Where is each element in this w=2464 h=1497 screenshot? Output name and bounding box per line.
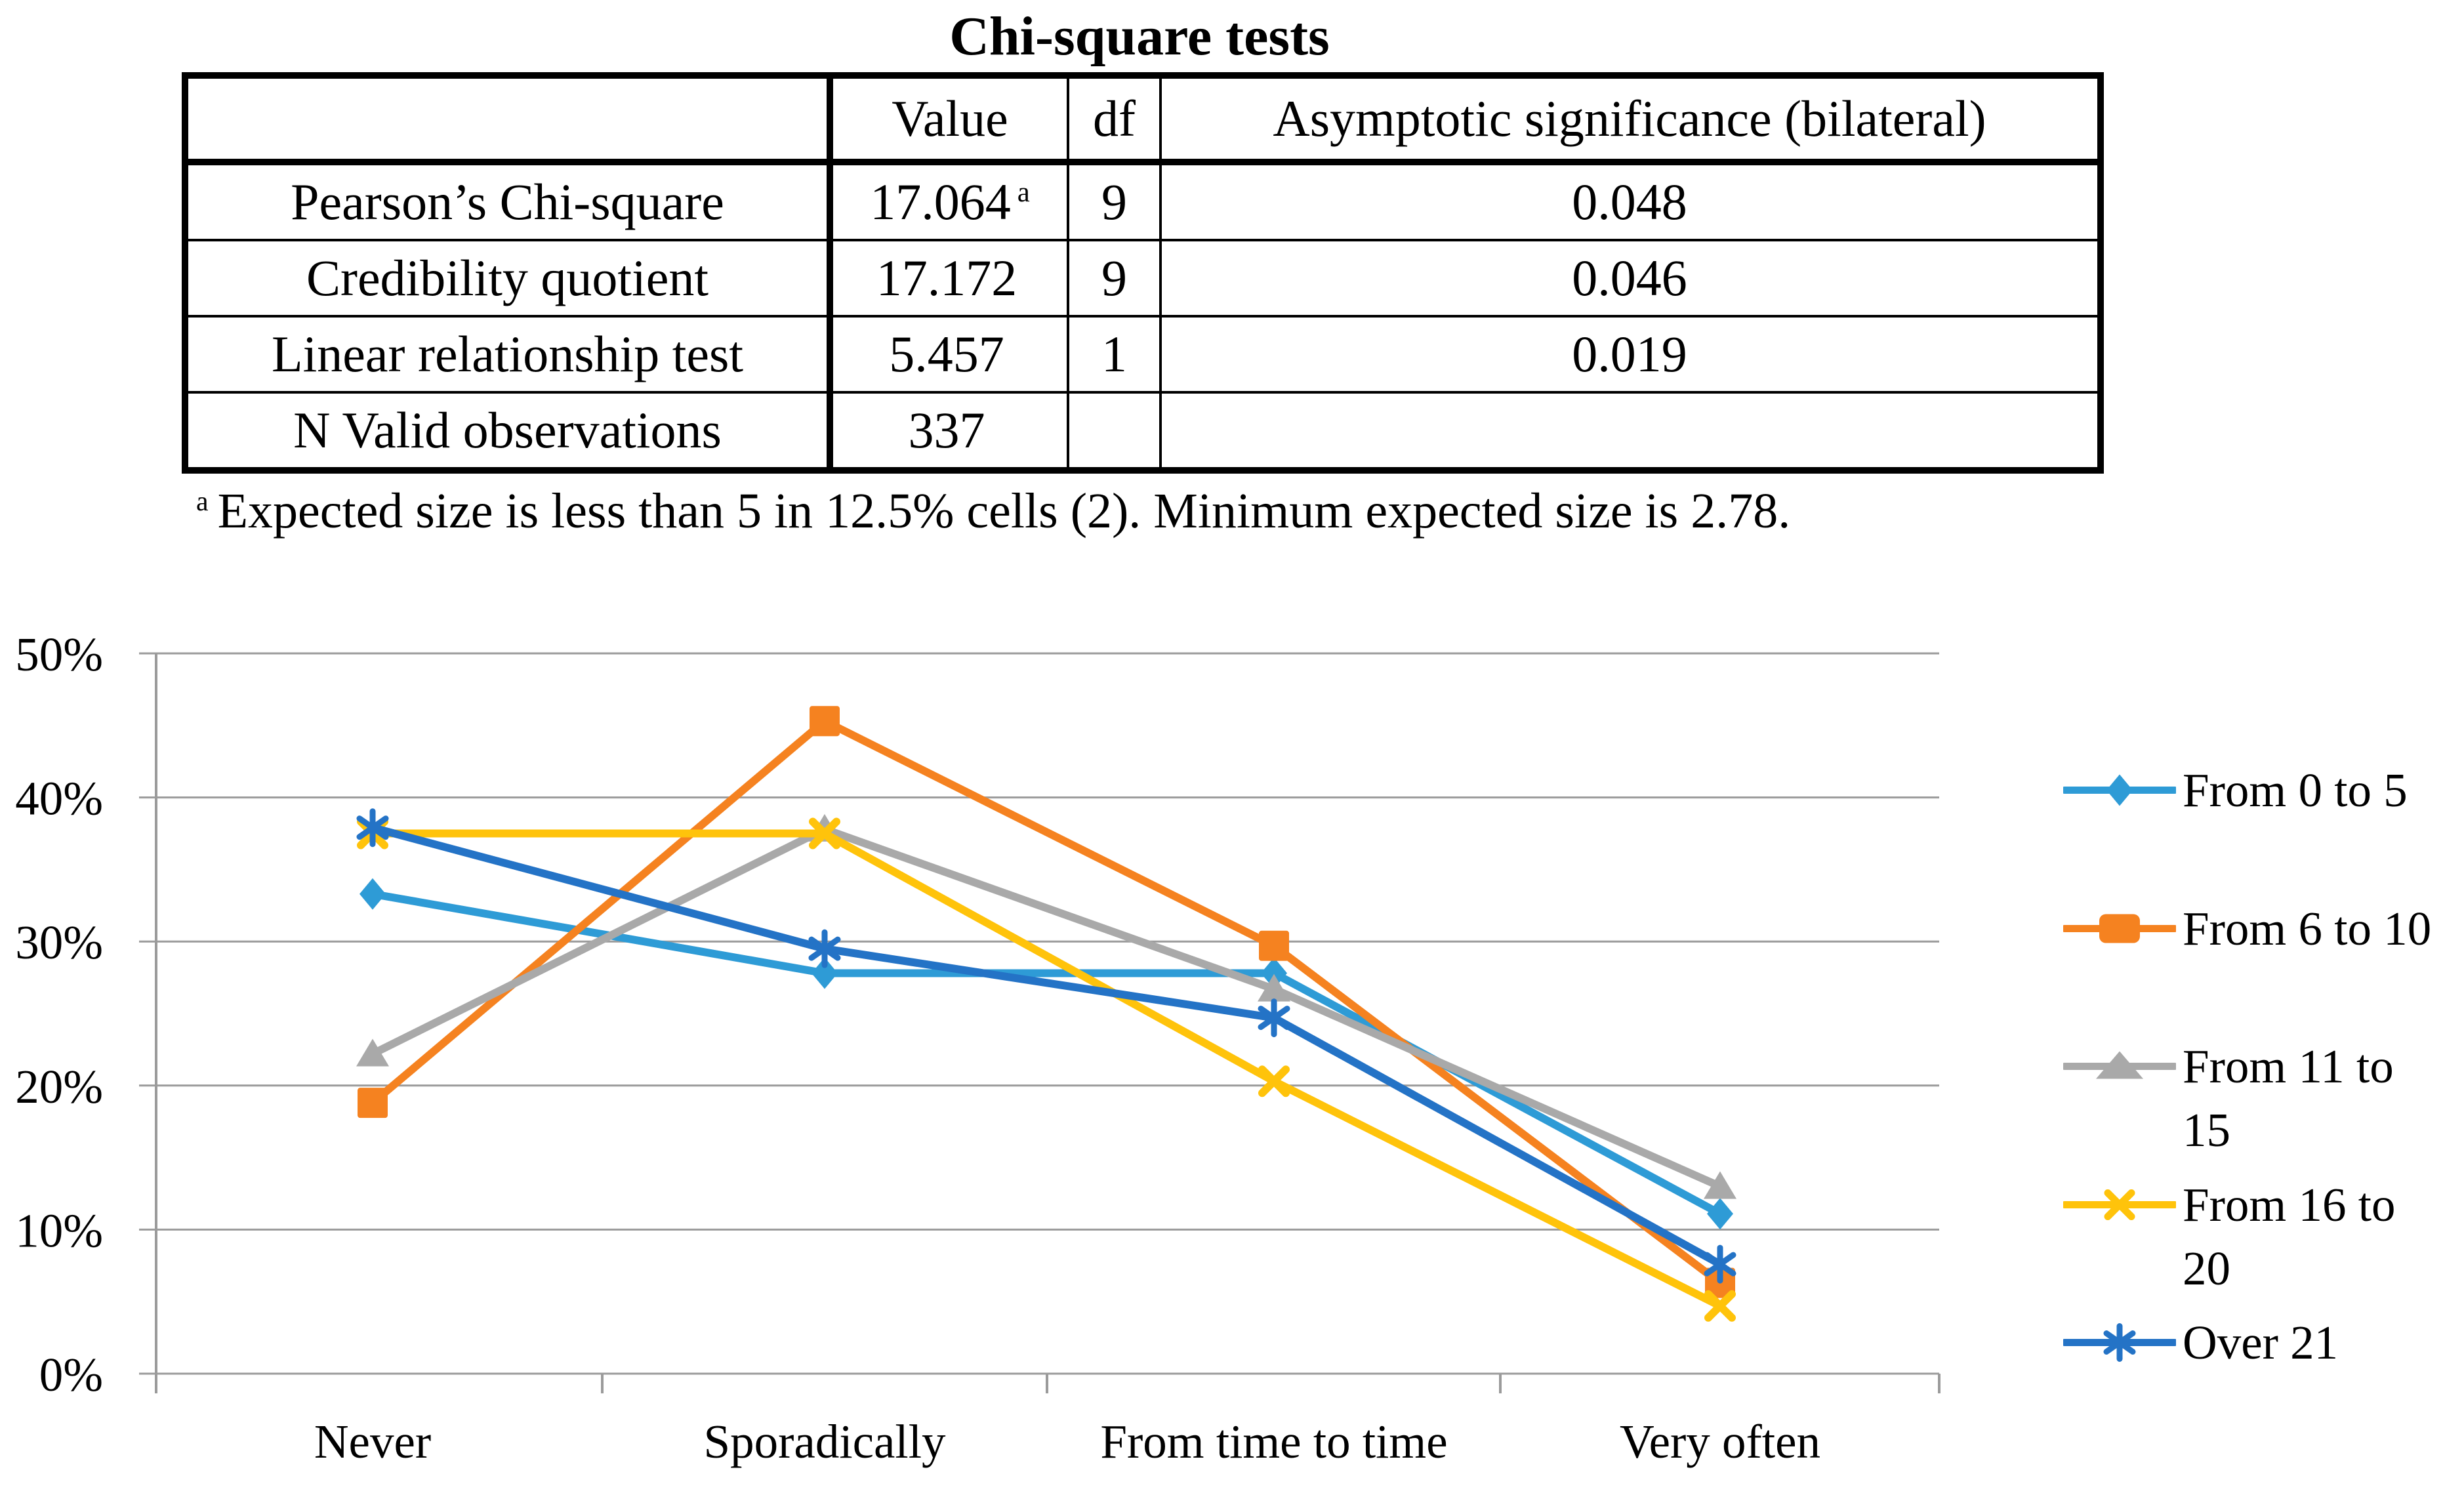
- table-row: Linear relationship test 5.457 1 0.019: [184, 315, 2102, 394]
- table-footnote: a Expected size is less than 5 in 12.5% c…: [182, 484, 2097, 539]
- data-point-from-0-to-5: [811, 957, 838, 989]
- x-axis-label-sporadically: Sporadically: [704, 1415, 946, 1468]
- cell-sig: [1159, 391, 2102, 472]
- footnote-marker: a: [196, 487, 209, 518]
- value-number: 337: [908, 401, 985, 459]
- data-point-from-0-to-5: [1707, 1198, 1733, 1230]
- series-line-from-6-to-10: [369, 717, 1724, 1287]
- table-header-row: Value df Asymptotic significance (bilate…: [184, 74, 2102, 166]
- data-point-over-21: [808, 929, 841, 968]
- cell-value: 5.457: [829, 315, 1069, 394]
- cell-value: 17.064 a: [829, 161, 1069, 242]
- footnote-text: Expected size is less than 5 in 12.5% ce…: [217, 483, 1791, 539]
- data-point-from-11-to-15: [1704, 1171, 1736, 1199]
- data-point-from-11-to-15: [356, 1038, 389, 1067]
- y-axis-tick-label: 30%: [15, 916, 103, 969]
- table-title: Chi-square tests: [949, 6, 1330, 67]
- cell-sig: 0.048: [1159, 161, 2102, 242]
- data-point-from-6-to-10: [810, 706, 840, 737]
- data-point-from-11-to-15: [1258, 974, 1290, 1002]
- row-label: Linear relationship test: [184, 315, 833, 394]
- cell-df: 1: [1067, 315, 1162, 394]
- y-axis-tick-label: 10%: [15, 1204, 103, 1257]
- chi-square-table-section: Chi-square tests Value df Asymptotic sig…: [182, 6, 2104, 539]
- col-header-value: Value: [829, 74, 1069, 166]
- cell-value: 17.172: [829, 239, 1069, 318]
- col-header-sig: Asymptotic significance (bilateral): [1159, 74, 2102, 166]
- series-line-from-16-to-20: [369, 829, 1724, 1310]
- data-point-from-6-to-10: [358, 1088, 388, 1118]
- series-line-over-21: [369, 823, 1724, 1269]
- data-point-from-6-to-10: [1259, 930, 1289, 961]
- data-point-over-21: [356, 808, 389, 848]
- data-point-from-16-to-20: [809, 817, 840, 850]
- cell-sig: 0.046: [1159, 239, 2102, 318]
- col-header-empty: [184, 74, 833, 166]
- y-axis-tick-label: 40%: [15, 772, 103, 825]
- y-axis-tick-label: 0%: [39, 1348, 103, 1401]
- y-axis-tick-label: 20%: [15, 1060, 103, 1113]
- table-row: N Valid observations 337: [184, 391, 2102, 472]
- cell-sig: 0.019: [1159, 315, 2102, 394]
- value-number: 17.064: [870, 173, 1011, 231]
- cell-df: [1067, 391, 1162, 472]
- value-number: 5.457: [889, 325, 1004, 383]
- data-point-from-0-to-5: [359, 878, 386, 910]
- row-label: Pearson’s Chi-square: [184, 161, 833, 242]
- col-header-df: df: [1067, 74, 1162, 166]
- series-line-from-0-to-5: [369, 890, 1724, 1218]
- row-label: Credibility quotient: [184, 239, 833, 318]
- y-axis-tick-label: 50%: [15, 628, 103, 681]
- table-row: Credibility quotient 17.172 9 0.046: [184, 239, 2102, 318]
- data-point-from-0-to-5: [1261, 957, 1287, 989]
- data-point-from-16-to-20: [1704, 1290, 1736, 1322]
- x-axis-label-never: Never: [314, 1415, 431, 1468]
- footnote-ref: a: [1017, 177, 1030, 209]
- x-axis-label-very-often: Very often: [1620, 1415, 1820, 1468]
- data-point-over-21: [1704, 1244, 1736, 1284]
- series-line-from-11-to-15: [369, 825, 1724, 1191]
- data-point-over-21: [1258, 998, 1290, 1038]
- value-number: 17.172: [876, 249, 1017, 307]
- chi-square-table: Value df Asymptotic significance (bilate…: [182, 72, 2104, 474]
- data-point-from-16-to-20: [1258, 1065, 1290, 1097]
- cell-value: 337: [829, 391, 1069, 472]
- cell-df: 9: [1067, 161, 1162, 242]
- x-axis-label-from-time-to-time: From time to time: [1100, 1415, 1447, 1468]
- cell-df: 9: [1067, 239, 1162, 318]
- row-label: N Valid observations: [184, 391, 833, 472]
- table-row: Pearson’s Chi-square 17.064 a 9 0.048: [184, 161, 2102, 242]
